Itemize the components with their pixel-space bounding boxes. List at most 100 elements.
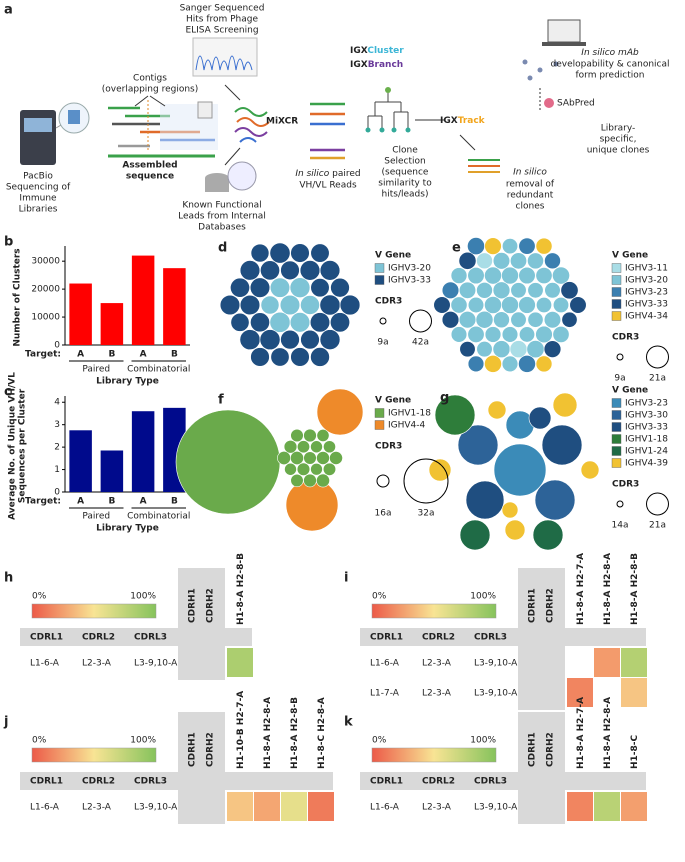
cluster-bubble (467, 237, 485, 256)
cluster-bubble (290, 243, 310, 263)
cluster-bubble (283, 440, 298, 454)
cluster-bubble (484, 237, 502, 255)
label: CDRL3 (474, 633, 507, 643)
label: CDRL1 (370, 633, 403, 643)
cluster-bubble (316, 473, 330, 488)
node (405, 127, 411, 133)
label: developability & canonical (551, 60, 670, 70)
cluster-bubble (296, 462, 311, 476)
label: L3-9,10-A (134, 803, 178, 813)
label: Combinatorial (127, 365, 190, 375)
cluster-bubble (536, 297, 552, 313)
cluster-bubble (316, 388, 364, 436)
label: CDRH1 (188, 732, 198, 767)
label: In silico paired (295, 169, 360, 179)
label: paired (332, 169, 360, 179)
cluster-bubble (316, 451, 330, 465)
cluster-bubble (518, 266, 536, 285)
node (365, 127, 371, 133)
label: A (77, 497, 84, 507)
label: SAbPred (557, 99, 595, 109)
legend-swatch (374, 408, 385, 418)
cluster-bubble (510, 311, 527, 328)
cluster-bubble (230, 277, 250, 298)
header-row (360, 772, 646, 790)
cluster-bubble (219, 294, 241, 316)
label: A (140, 350, 147, 360)
legend-swatch (611, 458, 622, 468)
label: Paired (82, 365, 110, 375)
heat-cell (594, 792, 620, 821)
tool-name: Track (458, 116, 486, 126)
cluster-bubble (230, 312, 250, 332)
label: B (171, 497, 178, 507)
label: hits/leads) (382, 190, 429, 200)
tool: IGXBranch (350, 60, 403, 70)
heat-cell (621, 648, 647, 677)
paired-reads (310, 102, 345, 160)
legend-swatch (611, 299, 622, 309)
cluster-bubble (484, 326, 502, 343)
label: H1-8-C (630, 734, 640, 769)
cluster-bubble (249, 277, 271, 298)
cluster-bubble (457, 424, 499, 466)
label: f (218, 393, 224, 408)
cluster-bubble (303, 428, 317, 443)
label: (overlapping regions) (102, 85, 198, 95)
cluster-bubble (504, 519, 526, 541)
label: ELISA Screening (185, 26, 258, 36)
cluster-bubble (467, 296, 485, 314)
label: H1-8-A H2-8-A (263, 697, 273, 769)
heat-cell (594, 648, 620, 677)
header-row (20, 772, 333, 790)
cluster-bubble (459, 341, 476, 358)
label: IGHV4-34 (625, 312, 668, 322)
label: CDRH1 (188, 588, 198, 623)
cluster-bubble (260, 260, 280, 281)
label: 42a (412, 338, 429, 348)
laptop (547, 19, 581, 43)
cluster-bubble (543, 311, 562, 329)
label: IGHV3-30 (625, 411, 668, 421)
label: 10000 (31, 313, 60, 323)
cluster-bubble (493, 311, 510, 329)
label: B (108, 497, 115, 507)
cluster-bubble (290, 451, 304, 465)
label: L1-6-A (370, 659, 400, 669)
cluster-bubble (476, 281, 493, 299)
cluster-bubble (527, 252, 544, 270)
label: In silico (513, 168, 547, 178)
label: unique clones (587, 146, 650, 156)
label: b (4, 235, 13, 250)
label: Databases (198, 223, 246, 233)
reads (234, 107, 270, 143)
chip (68, 110, 80, 124)
label: 16a (375, 509, 392, 519)
size-key (646, 345, 669, 369)
screen (24, 118, 52, 132)
label: H1-8-A H2-8-A (603, 553, 613, 625)
label: mAb (618, 48, 639, 58)
label: Immune (19, 194, 57, 204)
label: IGHV4-39 (625, 459, 668, 469)
cluster-bubble (552, 325, 570, 343)
cluster-bubble (441, 281, 460, 299)
label: 0 (54, 488, 60, 498)
cluster-bubble (280, 260, 300, 281)
cluster-bubble (535, 355, 553, 373)
label: 1 (54, 465, 60, 475)
label: IGHV3-23 (625, 288, 668, 298)
label: CDRL1 (30, 777, 63, 787)
sabpred-logo (544, 98, 554, 108)
label: 3 (54, 420, 60, 430)
label: 100% (130, 736, 156, 746)
cluster-bubble (484, 296, 502, 314)
label: L2-3-A (422, 659, 452, 669)
cluster-bubble (279, 294, 301, 316)
label: redundant (507, 191, 554, 201)
cluster-bubble (501, 326, 519, 343)
label: IGHV3-33 (625, 300, 668, 310)
label: V Gene (612, 386, 648, 396)
label: CDRL3 (134, 777, 167, 787)
label: Leads from Internal (178, 212, 266, 222)
